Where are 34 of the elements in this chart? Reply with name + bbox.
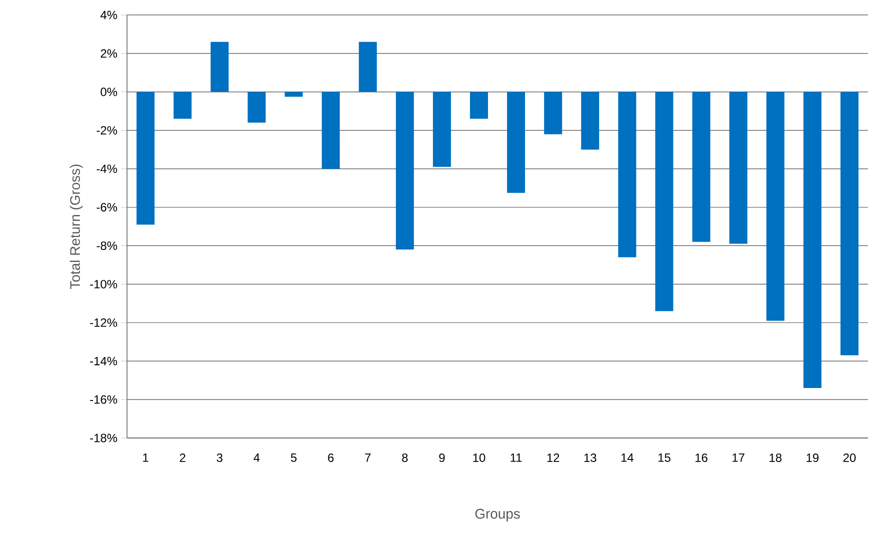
- y-tick-label: 4%: [100, 10, 118, 20]
- x-tick-label: 10: [473, 454, 486, 462]
- y-tick-label: -8%: [96, 241, 118, 250]
- x-tick-label: 1: [143, 454, 148, 462]
- x-tick-label: 19: [806, 454, 819, 462]
- x-tick-label: 12: [547, 454, 560, 462]
- y-tick-label: -6%: [96, 203, 118, 212]
- y-tick-label: 0%: [100, 88, 118, 96]
- x-axis-title: Groups: [475, 508, 520, 522]
- x-tick-label: 18: [770, 454, 782, 462]
- y-axis-title: Total Return (Gross): [70, 164, 83, 289]
- x-tick-label: 20: [843, 454, 856, 462]
- x-tick-label: 5: [290, 454, 297, 462]
- x-tick-label: 16: [696, 454, 708, 462]
- x-tick-label: 14: [621, 454, 634, 462]
- y-tick-label: -4%: [96, 164, 118, 173]
- x-tick-label: 4: [254, 454, 260, 462]
- y-tick-label: -14%: [90, 356, 118, 366]
- y-tick-label: -10%: [90, 280, 118, 288]
- x-tick-label: 17: [732, 454, 744, 462]
- x-tick-label: 6: [328, 454, 334, 462]
- x-tick-label: 15: [658, 454, 670, 462]
- y-tick-label: 2%: [100, 49, 118, 58]
- x-tick-label: 9: [439, 454, 445, 462]
- x-tick-label: 11: [510, 454, 522, 462]
- x-tick-label: 8: [402, 454, 408, 462]
- x-tick-label: 2: [180, 454, 186, 462]
- y-tick-label: -18%: [90, 434, 118, 442]
- y-tick-label: -2%: [96, 126, 118, 135]
- x-tick-label: 13: [584, 454, 596, 462]
- y-tick-label: -12%: [90, 318, 118, 327]
- x-tick-label: 3: [216, 454, 222, 462]
- x-tick-label: 7: [365, 454, 371, 462]
- y-tick-label: -16%: [90, 395, 118, 404]
